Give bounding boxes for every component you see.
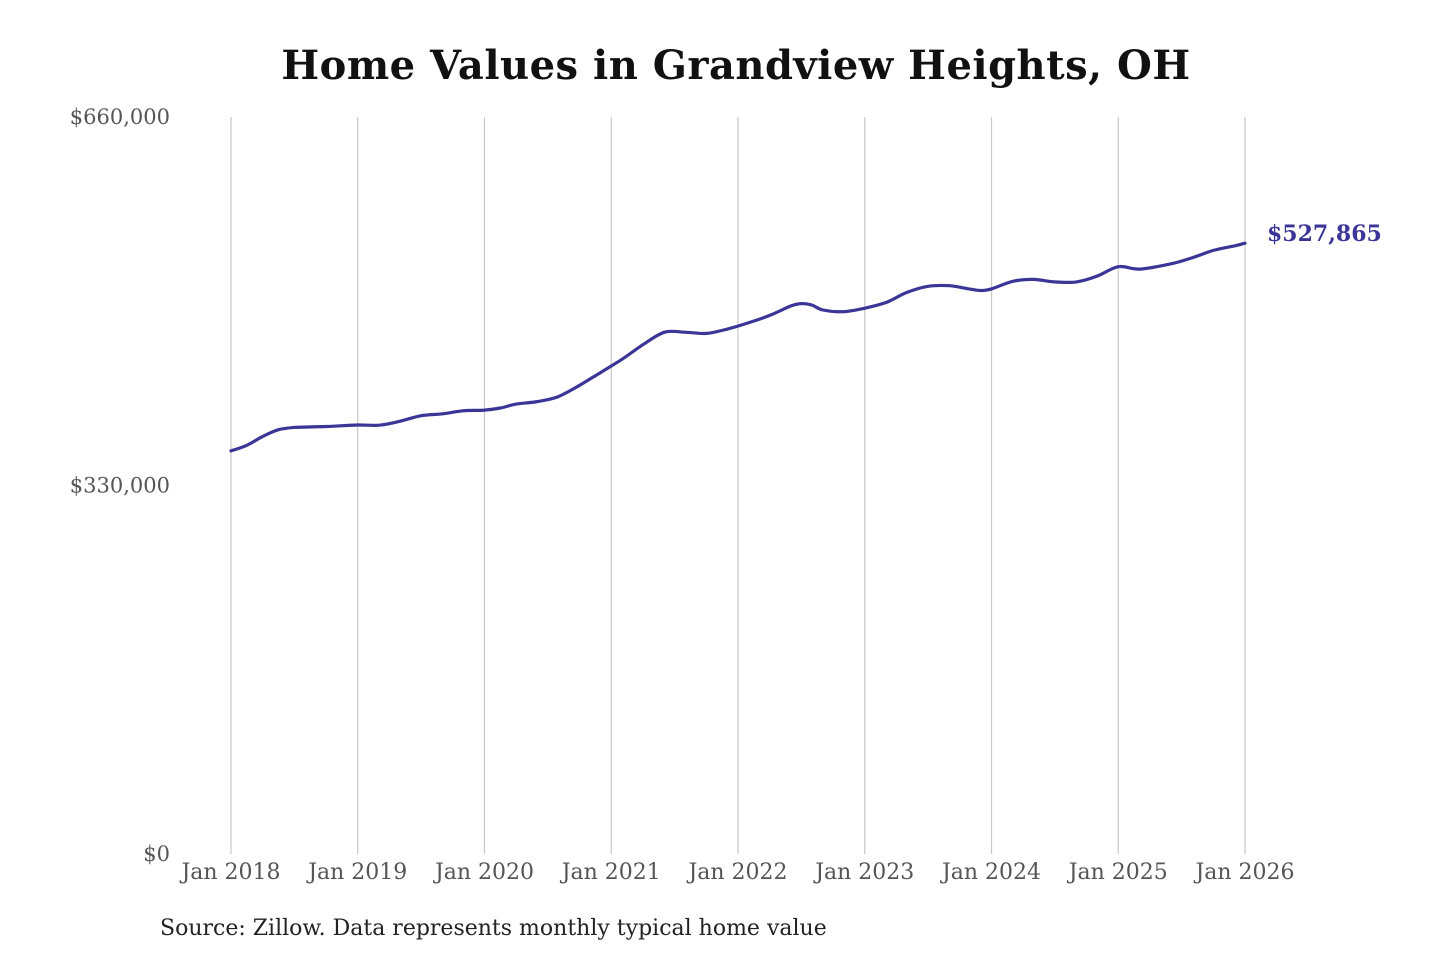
x-tick-label: Jan 2026 xyxy=(1193,860,1294,885)
x-tick-label: Jan 2024 xyxy=(940,860,1041,885)
source-note: Source: Zillow. Data represents monthly … xyxy=(160,916,827,941)
x-tick-label: Jan 2021 xyxy=(560,860,661,885)
y-axis: $0 $330,000 $660,000 xyxy=(70,105,170,866)
x-axis: Jan 2018 Jan 2019 Jan 2020 Jan 2021 Jan 2022… xyxy=(179,860,1294,885)
y-tick-label: $330,000 xyxy=(70,474,170,498)
x-tick-label: Jan 2018 xyxy=(179,860,280,885)
series-line xyxy=(229,241,1247,453)
x-tick-label: Jan 2025 xyxy=(1067,860,1168,885)
y-tick-label: $660,000 xyxy=(70,105,170,129)
gridlines xyxy=(230,117,1246,854)
x-tick-label: Jan 2023 xyxy=(813,860,914,885)
x-tick-label: Jan 2019 xyxy=(306,860,407,885)
chart-title: Home Values in Grandview Heights, OH xyxy=(281,42,1191,89)
x-tick-label: Jan 2022 xyxy=(686,860,787,885)
y-tick-label: $0 xyxy=(143,842,170,866)
series-group xyxy=(229,241,1247,453)
x-tick-label: Jan 2020 xyxy=(433,860,534,885)
end-value-label: $527,865 xyxy=(1267,221,1382,247)
